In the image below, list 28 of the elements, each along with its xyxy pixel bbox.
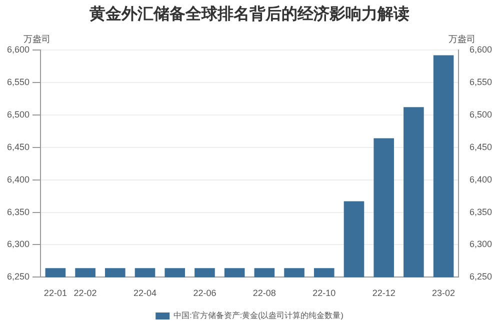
x-tick-label: 22-08 xyxy=(252,288,276,298)
x-tick-label: 22-12 xyxy=(372,288,396,298)
y-tick-label: 6,400 xyxy=(6,174,30,184)
y2-tick-label: 6,400 xyxy=(469,174,492,184)
legend-label: 中国:官方储备资产:黄金(以盎司计算的纯金数量) xyxy=(174,311,344,320)
y-tick-label: 6,500 xyxy=(6,109,30,120)
y-tick-label: 6,450 xyxy=(6,142,30,152)
x-tick-label: 22-04 xyxy=(133,288,157,298)
x-tick-label: 22-10 xyxy=(312,288,336,298)
y2-tick-label: 6,250 xyxy=(469,272,492,282)
x-tick-label: 23-02 xyxy=(432,288,456,298)
y2-tick-label: 6,500 xyxy=(469,109,492,120)
x-tick-label: 22-06 xyxy=(193,288,216,298)
y2-tick-label: 6,550 xyxy=(469,76,492,87)
y2-tick-label: 6,600 xyxy=(469,44,492,54)
y-tick-label: 6,600 xyxy=(6,44,30,54)
chart-title: 黄金外汇储备全球排名背后的经济影响力解读 xyxy=(88,3,410,25)
y-tick-label: 6,550 xyxy=(6,76,30,87)
y-tick-label: 6,350 xyxy=(6,206,30,217)
x-tick-label: 22-01 xyxy=(44,288,67,298)
y2-tick-label: 6,300 xyxy=(469,239,492,250)
y2-axis-title: 万盎司 xyxy=(448,34,476,45)
y2-tick-label: 6,450 xyxy=(469,142,492,152)
y-tick-label: 6,250 xyxy=(6,272,30,282)
x-tick-label: 22-02 xyxy=(74,288,97,298)
y-axis-title: 万盎司 xyxy=(24,34,51,45)
y2-tick-label: 6,350 xyxy=(469,206,492,217)
y-tick-label: 6,300 xyxy=(6,239,30,250)
